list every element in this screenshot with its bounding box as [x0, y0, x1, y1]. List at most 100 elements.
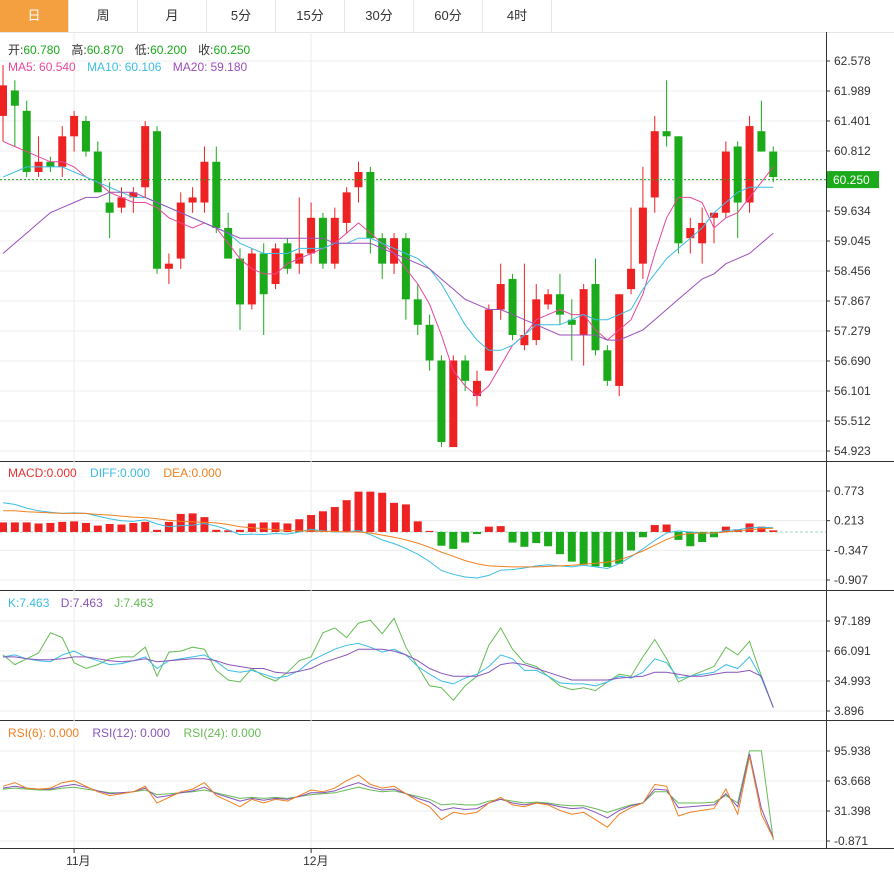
- tab-0[interactable]: 日: [0, 0, 69, 32]
- candle-body: [508, 278, 517, 335]
- k-value: 7.463: [19, 596, 49, 610]
- macd-bar: [295, 519, 304, 532]
- tab-7[interactable]: 4时: [483, 0, 552, 32]
- macd-bar: [378, 492, 387, 532]
- d-line: [3, 648, 774, 708]
- high-value: 60.870: [87, 43, 124, 57]
- macd-bar: [176, 513, 185, 532]
- tab-2[interactable]: 月: [138, 0, 207, 32]
- candle-body: [176, 202, 185, 259]
- macd-tick-label: 0.773: [834, 484, 864, 498]
- ma-line: MA5: 60.540 MA10: 60.106 MA20: 59.180: [8, 60, 248, 74]
- kdj-panel: [2, 617, 774, 708]
- candle-body: [437, 360, 446, 442]
- rsi6-label: RSI(6):: [8, 726, 46, 740]
- kdj-info-line: K:7.463 D:7.463 J:7.463: [8, 596, 154, 610]
- price-tick-label: 56.101: [834, 384, 871, 398]
- tab-1[interactable]: 周: [69, 0, 138, 32]
- candle-body: [164, 263, 173, 269]
- candle-body: [283, 243, 292, 269]
- macd-bar: [259, 522, 268, 532]
- macd-bar: [10, 522, 19, 532]
- candle-body: [366, 171, 375, 239]
- price-tick-label: 54.923: [834, 444, 871, 458]
- candle-body: [153, 131, 162, 269]
- kdj-tick-label: 66.091: [834, 644, 871, 658]
- candle-body: [449, 360, 458, 448]
- rsi-tick-label: 31.398: [834, 804, 871, 818]
- candle-body: [603, 350, 612, 381]
- candle-body: [318, 217, 327, 264]
- k-line: [2, 642, 774, 708]
- tab-6[interactable]: 60分: [414, 0, 483, 32]
- candle-body: [247, 253, 256, 305]
- candle-body: [484, 309, 493, 371]
- ma10-value: 60.106: [125, 60, 162, 74]
- candle-body: [330, 217, 339, 264]
- rsi-tick-label: -0.871: [834, 834, 868, 848]
- d-value: 7.463: [73, 596, 103, 610]
- macd-bar: [212, 529, 221, 532]
- macd-bar: [0, 522, 7, 532]
- stock-chart: 62.57861.98961.40160.81260.22359.63459.0…: [0, 32, 894, 868]
- dea-label: DEA:: [163, 466, 191, 480]
- ma10-line: [2, 166, 774, 351]
- candle-body: [745, 126, 754, 203]
- candle-body: [473, 380, 481, 397]
- macd-tick-label: -0.347: [834, 543, 868, 557]
- grid-lines: [0, 32, 830, 853]
- open-label: 开:: [8, 43, 23, 57]
- price-tick-label: 57.279: [834, 324, 871, 338]
- diff-line: [2, 502, 774, 579]
- price-tick-label: 58.456: [834, 264, 871, 278]
- macd-bar: [508, 531, 517, 543]
- macd-bar: [318, 511, 327, 532]
- rsi12-value: 0.000: [140, 726, 170, 740]
- price-tick-label: 61.989: [834, 84, 871, 98]
- macd-bar: [662, 524, 671, 532]
- macd-bar: [555, 531, 564, 555]
- macd-bar: [710, 531, 718, 538]
- macd-bar: [425, 530, 434, 532]
- macd-bar: [449, 531, 458, 549]
- macd-label: MACD:: [8, 466, 47, 480]
- candle-body: [461, 360, 470, 381]
- macd-bar: [698, 531, 707, 543]
- macd-bar: [769, 530, 778, 532]
- candle-body: [686, 228, 695, 239]
- macd-bar: [461, 531, 470, 543]
- tab-3[interactable]: 5分: [207, 0, 276, 32]
- tab-4[interactable]: 15分: [276, 0, 345, 32]
- candle-body: [378, 238, 387, 264]
- macd-info-line: MACD:0.000 DIFF:0.000 DEA:0.000: [8, 466, 222, 480]
- candle-body: [390, 238, 399, 264]
- macd-bar: [520, 531, 529, 547]
- price-tick-label: 56.690: [834, 354, 871, 368]
- dea-value: 0.000: [191, 466, 221, 480]
- macd-bar: [46, 522, 55, 532]
- candle-body: [117, 197, 126, 208]
- candle-body: [757, 131, 766, 152]
- macd-bar: [473, 531, 481, 535]
- macd-bar: [188, 513, 197, 532]
- j-label: J:: [114, 596, 123, 610]
- close-value: 60.250: [214, 43, 251, 57]
- macd-bar: [93, 525, 102, 532]
- candle-body: [141, 126, 150, 188]
- macd-bar: [22, 522, 31, 532]
- tab-5[interactable]: 30分: [345, 0, 414, 32]
- macd-bar: [603, 531, 612, 567]
- candle-body: [544, 294, 553, 305]
- macd-bar: [638, 531, 647, 538]
- candle-body: [236, 258, 244, 305]
- candle-body: [721, 151, 730, 213]
- month-label: 11月: [66, 854, 90, 868]
- candle-body: [662, 131, 671, 137]
- macd-bar: [34, 523, 43, 532]
- ma5-label: MA5:: [8, 60, 36, 74]
- current-price-tag: [827, 171, 879, 189]
- open-value: 60.780: [23, 43, 60, 57]
- macd-bar: [437, 531, 446, 546]
- ma20-value: 59.180: [210, 60, 247, 74]
- ma20-label: MA20:: [173, 60, 208, 74]
